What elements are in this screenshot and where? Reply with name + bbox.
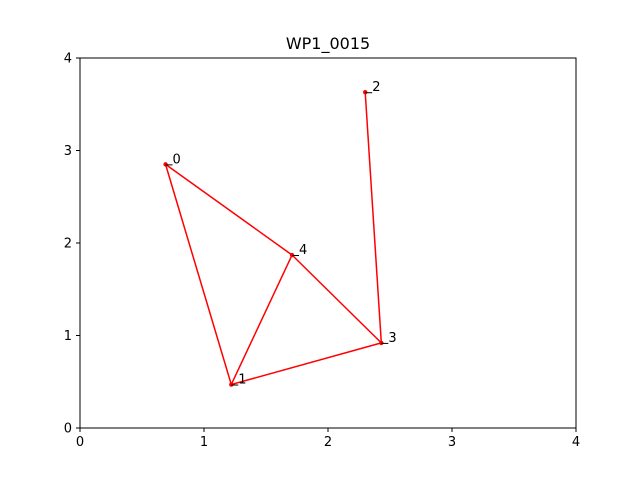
chart-title: WP1_0015 xyxy=(286,34,370,54)
y-tick-label-4: 4 xyxy=(64,52,72,67)
edge-3-2 xyxy=(364,92,383,343)
node-label-3: 3 xyxy=(388,331,396,346)
labels-layer: 0 1 2 3 4 xyxy=(165,80,397,388)
y-tick-label-2: 2 xyxy=(64,237,72,252)
y-axis: 0 1 2 3 4 xyxy=(64,52,80,437)
x-axis: 0 1 2 3 4 xyxy=(76,428,580,450)
edge-0-1 xyxy=(164,164,232,385)
x-tick-label-2: 2 xyxy=(324,435,332,450)
x-tick-label-1: 1 xyxy=(200,435,208,450)
plot-area xyxy=(80,58,576,428)
node-3 xyxy=(379,340,384,346)
x-tick-label-3: 3 xyxy=(448,435,456,450)
node-1 xyxy=(229,382,234,387)
edges-layer xyxy=(164,92,383,386)
node-label-4: 4 xyxy=(299,243,307,258)
edge-4-3 xyxy=(291,254,382,344)
x-tick-label-0: 0 xyxy=(76,435,84,450)
node-label-2: 2 xyxy=(372,80,380,95)
node-label-0: 0 xyxy=(173,152,181,167)
node-label-1: 1 xyxy=(238,373,246,388)
node-4 xyxy=(289,252,295,258)
x-tick-label-4: 4 xyxy=(572,435,580,450)
y-tick-label-3: 3 xyxy=(64,144,72,159)
edge-1-3 xyxy=(231,342,382,386)
y-tick-label-1: 1 xyxy=(64,329,72,344)
edge-0-4 xyxy=(165,163,293,256)
edge-1-4 xyxy=(230,254,293,385)
y-tick-label-0: 0 xyxy=(64,422,72,437)
